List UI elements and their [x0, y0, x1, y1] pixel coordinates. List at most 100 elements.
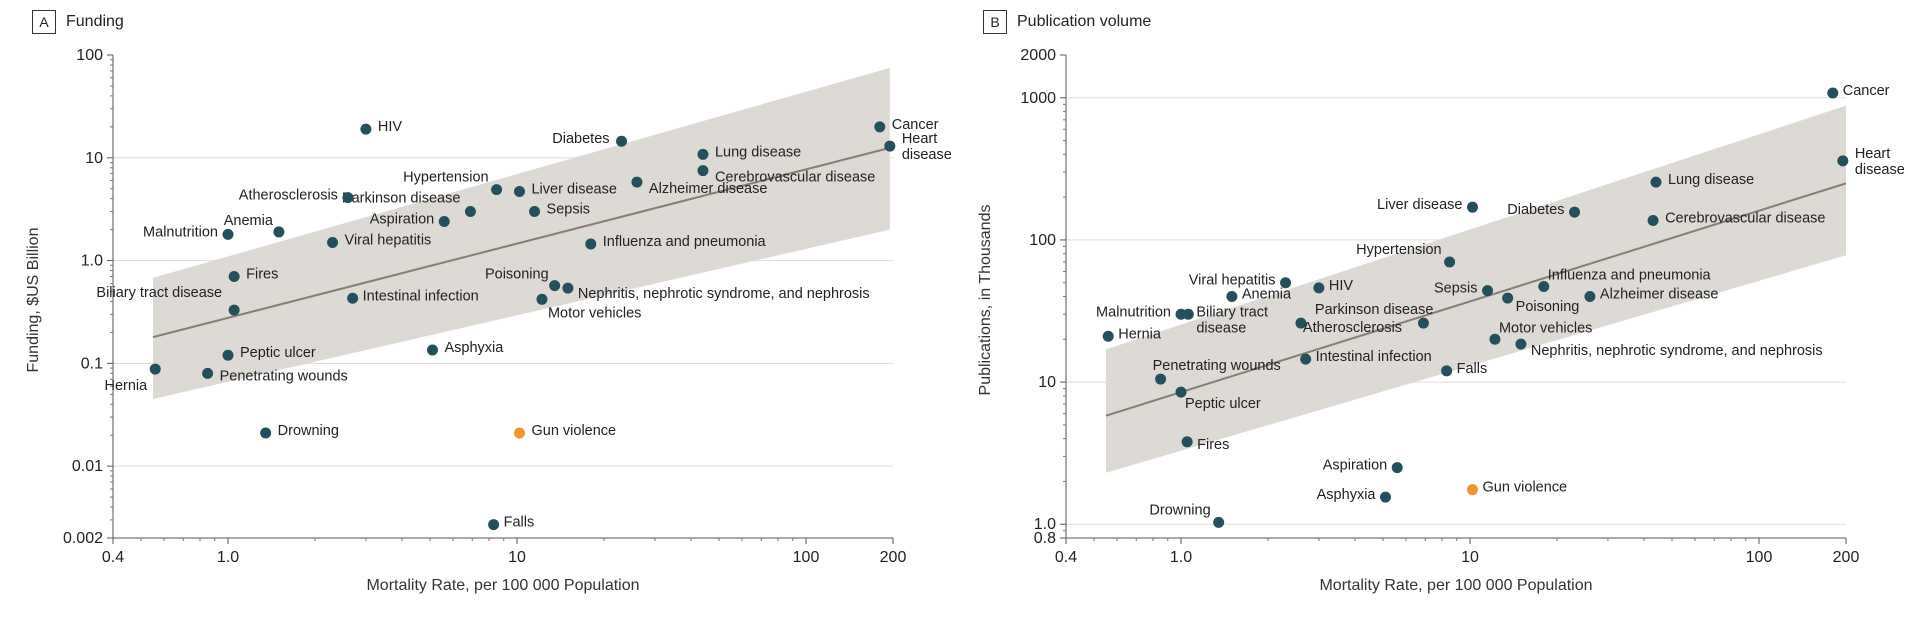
data-point [426, 344, 438, 356]
point-label-line: HIV [378, 119, 403, 135]
point-label: Heart disease [902, 131, 952, 163]
point-label: Peptic ulcer [240, 345, 316, 361]
point-label: Peptic ulcer [1185, 396, 1261, 412]
point-label-line: Viral hepatitis [1189, 273, 1276, 289]
point-label-line: disease [1855, 162, 1905, 178]
point-label-line: Cancer [892, 117, 939, 133]
data-point [202, 367, 214, 379]
point-label-line: Peptic ulcer [1185, 396, 1261, 412]
data-point [1181, 436, 1193, 448]
data-point [1280, 277, 1292, 289]
point-label-line: Cerebrovascular disease [715, 170, 875, 186]
data-point [1175, 386, 1187, 398]
point-label-line: Asphyxia [1317, 487, 1377, 503]
point-label: Diabetes [1507, 202, 1564, 218]
point-label: Malnutrition [1096, 304, 1171, 320]
data-point [347, 292, 359, 304]
data-point [273, 226, 285, 238]
point-label-line: Anemia [224, 213, 274, 229]
x-tick-label: 0.4 [1055, 549, 1077, 566]
point-label-line: Viral hepatitis [345, 232, 432, 248]
point-label-line: Falls [1457, 361, 1488, 377]
data-point [1647, 215, 1659, 227]
point-label: Liver disease [531, 181, 616, 197]
y-tick-label: 100 [76, 47, 103, 64]
y-tick-label: 0.1 [81, 355, 103, 372]
panel-a-title: Funding [66, 13, 124, 30]
point-label-line: Fires [246, 266, 278, 282]
x-tick-label: 0.4 [102, 549, 124, 566]
data-point [438, 215, 450, 227]
point-label-line: Atherosclerosis [239, 188, 338, 204]
x-tick-label: 1.0 [1170, 549, 1192, 566]
fit-line [152, 146, 891, 339]
point-label-line: Influenza and pneumonia [603, 234, 767, 250]
data-point [1313, 282, 1325, 294]
data-point [697, 148, 709, 160]
point-label: Drowning [278, 423, 339, 439]
panel-b-header: B Publication volume [983, 10, 1151, 34]
point-label-line: Falls [504, 515, 535, 531]
panel-a-letter: A [32, 10, 56, 34]
point-label-line: Intestinal infection [1316, 349, 1432, 365]
y-tick-label: 100 [1029, 232, 1056, 249]
data-point [1584, 291, 1596, 302]
point-label: Fires [1197, 437, 1229, 453]
point-label-line: Hypertension [403, 170, 488, 186]
point-label-line: Heart [902, 131, 937, 147]
point-label: Atherosclerosis [239, 188, 338, 204]
point-label-line: Atherosclerosis [1303, 320, 1402, 336]
point-label-line: Aspiration [1323, 458, 1387, 474]
data-point [1182, 308, 1194, 320]
point-label: Biliary tract disease [96, 285, 222, 301]
data-point [585, 238, 597, 250]
x-tick-label: 10 [508, 549, 526, 566]
y-tick-label: 0.01 [72, 458, 103, 475]
data-point [342, 192, 354, 204]
data-point [1466, 484, 1478, 496]
point-label: Poisoning [485, 267, 549, 283]
point-label-line: Drowning [1149, 502, 1210, 518]
point-label: Gun violence [1482, 480, 1567, 496]
point-label-line: Cerebrovascular disease [1665, 211, 1825, 227]
data-point [1502, 292, 1514, 304]
point-label: Parkinson disease [342, 191, 461, 207]
point-label: Asphyxia [444, 340, 504, 356]
point-label: Anemia [1242, 287, 1292, 303]
y-tick-label: 10 [85, 150, 103, 167]
point-label-line: Motor vehicles [548, 305, 641, 321]
confidence-band [1105, 105, 1846, 473]
x-axis-label: Mortality Rate, per 100 000 Population [366, 577, 639, 594]
point-label: Alzheimer disease [1600, 287, 1718, 303]
y-tick-label: 1.0 [81, 253, 103, 270]
point-label-line: Hernia [1118, 326, 1162, 342]
x-tick-label: 100 [1746, 549, 1773, 566]
data-point [536, 293, 548, 305]
point-label: Viral hepatitis [345, 232, 432, 248]
data-point [1379, 491, 1391, 503]
point-label-line: Sepsis [547, 202, 591, 218]
data-point [222, 228, 234, 240]
point-label: Gun violence [531, 423, 616, 439]
point-label-line: disease [902, 147, 952, 163]
point-label-line: HIV [1329, 278, 1354, 294]
point-label: Cerebrovascular disease [715, 170, 875, 186]
point-label: Nephritis, nephrotic syndrome, and nephr… [1531, 343, 1823, 359]
point-label: Cerebrovascular disease [1665, 211, 1825, 227]
point-label: Lung disease [1668, 172, 1754, 188]
x-axis-label: Mortality Rate, per 100 000 Population [1319, 577, 1592, 594]
point-label: Heart disease [1855, 146, 1905, 178]
point-label: Biliary tract disease [1196, 304, 1268, 336]
data-point [488, 519, 500, 531]
point-label-line: Alzheimer disease [1600, 287, 1718, 303]
y-tick-label: 10 [1038, 374, 1056, 391]
data-point [697, 165, 709, 177]
point-label-line: disease [1196, 320, 1246, 336]
point-label-line: Lung disease [715, 144, 801, 160]
point-label-line: Diabetes [1507, 202, 1564, 218]
x-tick-label: 1.0 [217, 549, 239, 566]
point-label-line: Alzheimer disease [649, 181, 767, 197]
y-tick-label: 1.0 [1034, 516, 1056, 533]
y-tick-label: 2000 [1020, 47, 1056, 64]
